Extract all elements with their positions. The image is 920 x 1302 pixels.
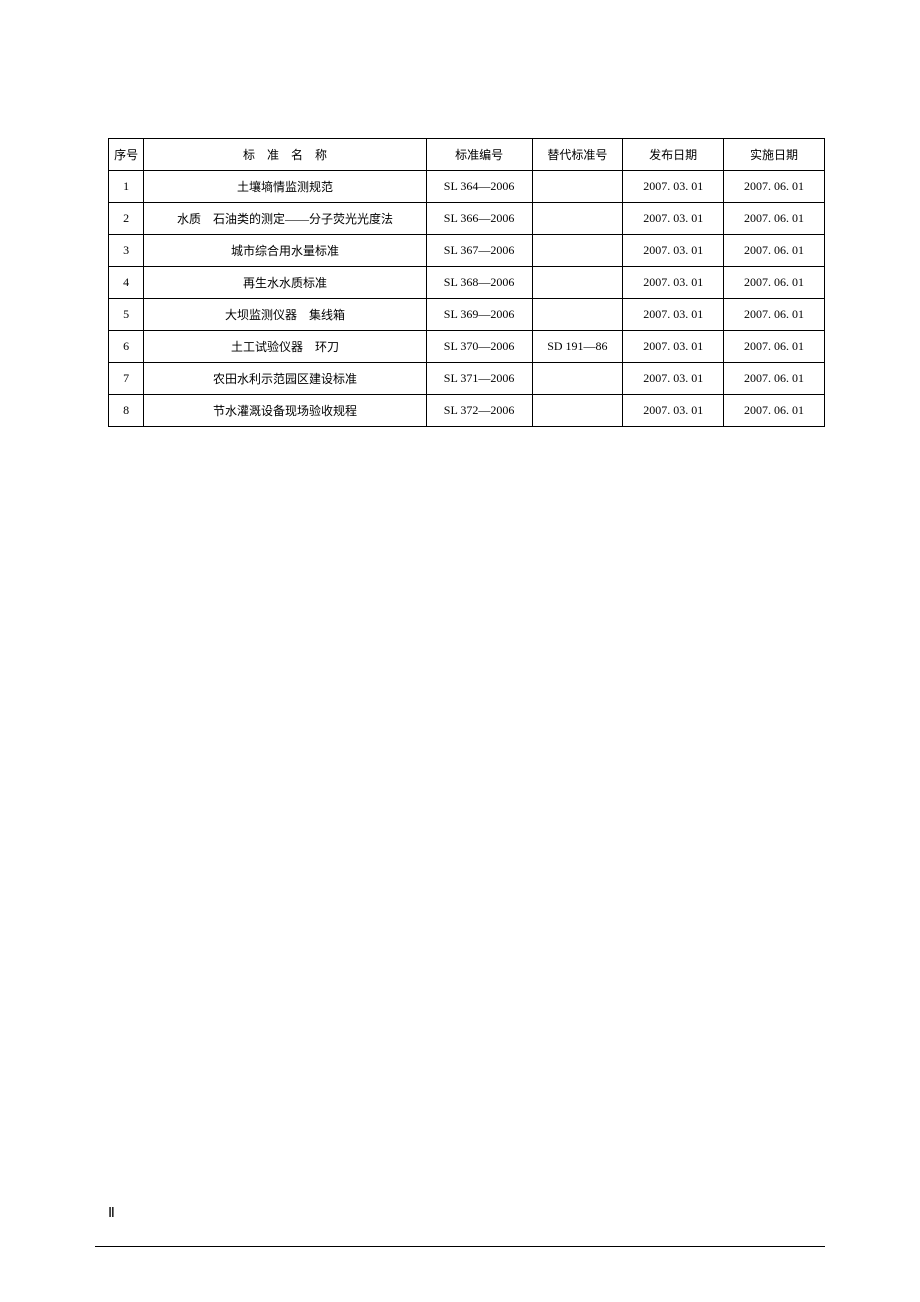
- cell-seq: 5: [109, 299, 144, 331]
- cell-impldate: 2007. 06. 01: [724, 395, 825, 427]
- cell-impldate: 2007. 06. 01: [724, 203, 825, 235]
- cell-code: SL 367—2006: [426, 235, 532, 267]
- cell-code: SL 369—2006: [426, 299, 532, 331]
- table-row: 3 城市综合用水量标准 SL 367—2006 2007. 03. 01 200…: [109, 235, 825, 267]
- cell-impldate: 2007. 06. 01: [724, 331, 825, 363]
- cell-name: 土工试验仪器 环刀: [144, 331, 426, 363]
- page-container: 序号 标准名称 标准编号 替代标准号 发布日期 实施日期 1 土壤墒情监测规范 …: [0, 0, 920, 427]
- cell-replace: [532, 299, 623, 331]
- cell-seq: 7: [109, 363, 144, 395]
- cell-impldate: 2007. 06. 01: [724, 171, 825, 203]
- cell-replace: [532, 203, 623, 235]
- cell-replace: [532, 171, 623, 203]
- cell-seq: 3: [109, 235, 144, 267]
- cell-name: 大坝监测仪器 集线箱: [144, 299, 426, 331]
- cell-seq: 1: [109, 171, 144, 203]
- cell-impldate: 2007. 06. 01: [724, 267, 825, 299]
- cell-code: SL 371—2006: [426, 363, 532, 395]
- cell-seq: 6: [109, 331, 144, 363]
- header-pubdate: 发布日期: [623, 139, 724, 171]
- cell-replace: [532, 395, 623, 427]
- cell-impldate: 2007. 06. 01: [724, 363, 825, 395]
- cell-impldate: 2007. 06. 01: [724, 235, 825, 267]
- cell-name: 水质 石油类的测定——分子荧光光度法: [144, 203, 426, 235]
- cell-pubdate: 2007. 03. 01: [623, 299, 724, 331]
- page-number: Ⅱ: [108, 1205, 115, 1222]
- header-impldate: 实施日期: [724, 139, 825, 171]
- cell-seq: 8: [109, 395, 144, 427]
- cell-replace: SD 191—86: [532, 331, 623, 363]
- cell-name: 再生水水质标准: [144, 267, 426, 299]
- cell-name: 土壤墒情监测规范: [144, 171, 426, 203]
- cell-pubdate: 2007. 03. 01: [623, 235, 724, 267]
- table-row: 6 土工试验仪器 环刀 SL 370—2006 SD 191—86 2007. …: [109, 331, 825, 363]
- cell-pubdate: 2007. 03. 01: [623, 171, 724, 203]
- cell-replace: [532, 235, 623, 267]
- cell-seq: 4: [109, 267, 144, 299]
- cell-code: SL 368—2006: [426, 267, 532, 299]
- cell-code: SL 366—2006: [426, 203, 532, 235]
- cell-code: SL 370—2006: [426, 331, 532, 363]
- cell-name: 农田水利示范园区建设标准: [144, 363, 426, 395]
- cell-replace: [532, 363, 623, 395]
- cell-seq: 2: [109, 203, 144, 235]
- cell-impldate: 2007. 06. 01: [724, 299, 825, 331]
- cell-pubdate: 2007. 03. 01: [623, 395, 724, 427]
- standards-table: 序号 标准名称 标准编号 替代标准号 发布日期 实施日期 1 土壤墒情监测规范 …: [108, 138, 825, 427]
- cell-name: 城市综合用水量标准: [144, 235, 426, 267]
- header-name: 标准名称: [144, 139, 426, 171]
- cell-pubdate: 2007. 03. 01: [623, 331, 724, 363]
- bottom-line: [95, 1246, 825, 1247]
- header-code: 标准编号: [426, 139, 532, 171]
- table-header-row: 序号 标准名称 标准编号 替代标准号 发布日期 实施日期: [109, 139, 825, 171]
- table-row: 7 农田水利示范园区建设标准 SL 371—2006 2007. 03. 01 …: [109, 363, 825, 395]
- table-row: 5 大坝监测仪器 集线箱 SL 369—2006 2007. 03. 01 20…: [109, 299, 825, 331]
- table-row: 8 节水灌溉设备现场验收规程 SL 372—2006 2007. 03. 01 …: [109, 395, 825, 427]
- cell-pubdate: 2007. 03. 01: [623, 363, 724, 395]
- cell-code: SL 372—2006: [426, 395, 532, 427]
- table-row: 4 再生水水质标准 SL 368—2006 2007. 03. 01 2007.…: [109, 267, 825, 299]
- cell-name: 节水灌溉设备现场验收规程: [144, 395, 426, 427]
- cell-code: SL 364—2006: [426, 171, 532, 203]
- header-seq: 序号: [109, 139, 144, 171]
- table-body: 1 土壤墒情监测规范 SL 364—2006 2007. 03. 01 2007…: [109, 171, 825, 427]
- cell-pubdate: 2007. 03. 01: [623, 267, 724, 299]
- header-replace: 替代标准号: [532, 139, 623, 171]
- table-row: 1 土壤墒情监测规范 SL 364—2006 2007. 03. 01 2007…: [109, 171, 825, 203]
- cell-pubdate: 2007. 03. 01: [623, 203, 724, 235]
- table-row: 2 水质 石油类的测定——分子荧光光度法 SL 366—2006 2007. 0…: [109, 203, 825, 235]
- cell-replace: [532, 267, 623, 299]
